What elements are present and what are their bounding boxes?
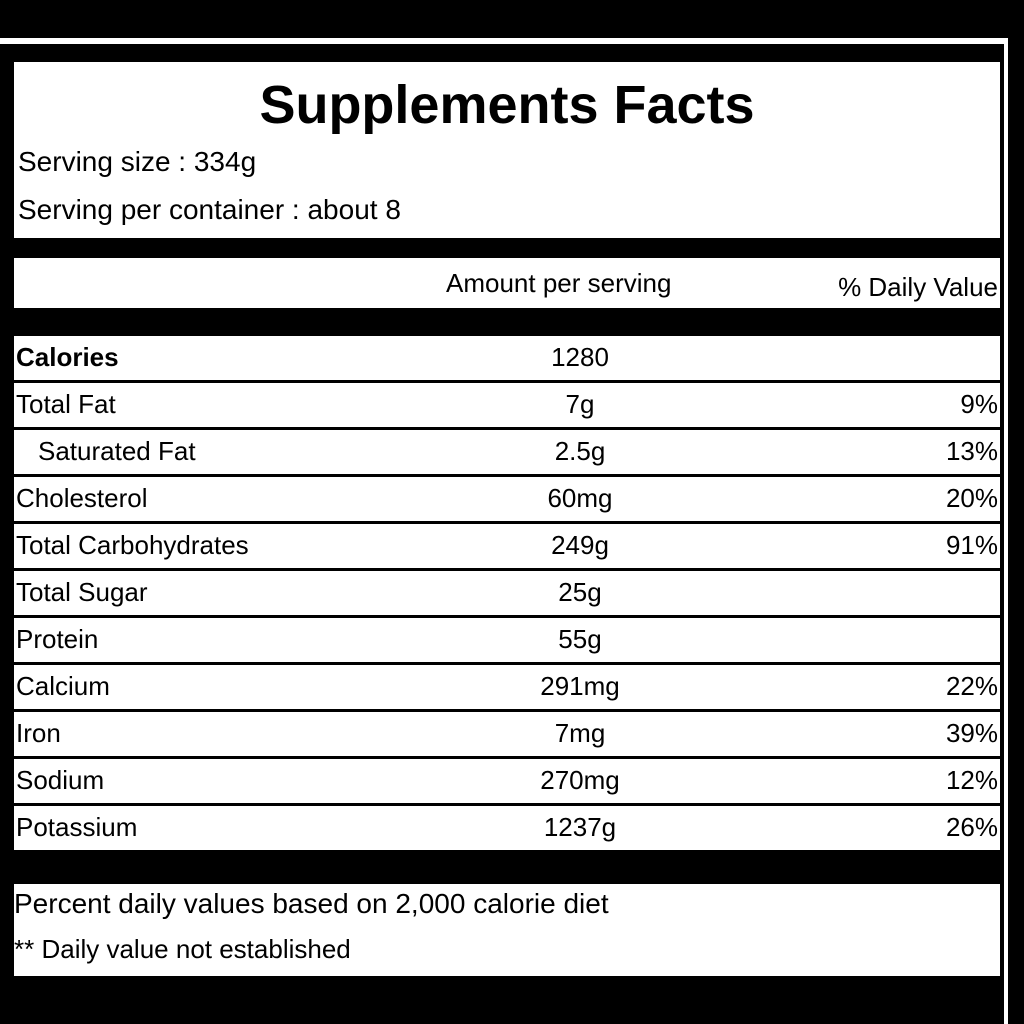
nutrient-row: Protein 55g [14, 618, 1000, 662]
nutrient-name: Calcium [16, 671, 110, 701]
nutrient-amount: 55g [558, 624, 602, 654]
servings-per-container: Serving per container : about 8 [18, 194, 401, 225]
nutrient-row: Cholesterol 60mg 20% [14, 477, 1000, 521]
serving-size: Serving size : 334g [18, 146, 257, 177]
nutrient-name: Total Sugar [16, 577, 148, 607]
nutrient-amount: 60mg [547, 483, 613, 513]
nutrient-name: Sodium [16, 765, 105, 795]
daily-value: 12% [945, 765, 998, 795]
daily-value-header: % Daily Value [838, 272, 998, 302]
nutrient-row: Total Sugar 25g [14, 571, 1000, 615]
nutrient-row: Total Carbohydrates 249g 91% [14, 524, 1000, 568]
nutrient-amount: 2.5g [554, 436, 606, 466]
nutrient-name: Potassium [16, 812, 138, 842]
nutrient-name: Calories [16, 342, 119, 372]
daily-value: 26% [945, 812, 998, 842]
title-section: Supplements Facts Serving size : 334g Se… [14, 62, 1000, 238]
nutrient-row: Iron 7mg 39% [14, 712, 1000, 756]
nutrient-name: Iron [16, 718, 61, 748]
nutrient-name: Protein [16, 624, 99, 654]
nutrient-amount: 25g [558, 577, 602, 607]
header-row: Amount per serving % Daily Value [14, 258, 1000, 308]
nutrient-amount: 1280 [551, 342, 609, 372]
title: Supplements Facts [259, 75, 755, 135]
nutrient-row: Potassium 1237g 26% [14, 806, 1000, 850]
daily-value: 91% [945, 530, 998, 560]
footer-note: Percent daily values based on 2,000 calo… [14, 888, 609, 919]
nutrient-table: Calories 1280 Total Fat 7g 9% Saturated Fat 2.… [14, 336, 1000, 853]
daily-value: 13% [945, 436, 998, 466]
nutrient-amount: 270mg [540, 765, 620, 795]
nutrient-amount: 1237g [543, 812, 617, 842]
daily-value: 20% [945, 483, 998, 513]
nutrient-amount: 291mg [540, 671, 620, 701]
nutrient-name: Cholesterol [16, 483, 148, 513]
nutrient-amount: 249g [551, 530, 609, 560]
nutrient-amount: 7mg [554, 718, 606, 748]
nutrient-amount: 7g [565, 389, 595, 419]
footer: Percent daily values based on 2,000 calo… [14, 884, 1000, 976]
nutrient-row: Calcium 291mg 22% [14, 665, 1000, 709]
nutrient-name: Total Fat [16, 389, 116, 419]
daily-value: 9% [960, 389, 998, 419]
nutrient-name: Total Carbohydrates [16, 530, 249, 560]
nutrient-name: Saturated Fat [38, 436, 196, 466]
nutrient-row: Calories 1280 [14, 336, 1000, 380]
amount-header: Amount per serving [446, 268, 672, 298]
daily-value: 22% [945, 671, 998, 701]
daily-value-note: ** Daily value not established [14, 934, 351, 964]
daily-value: 39% [945, 718, 998, 748]
nutrient-row: Sodium 270mg 12% [14, 759, 1000, 803]
frame [0, 38, 1008, 1024]
nutrient-row: Saturated Fat 2.5g 13% [14, 430, 1000, 474]
nutrient-row: Total Fat 7g 9% [14, 383, 1000, 427]
